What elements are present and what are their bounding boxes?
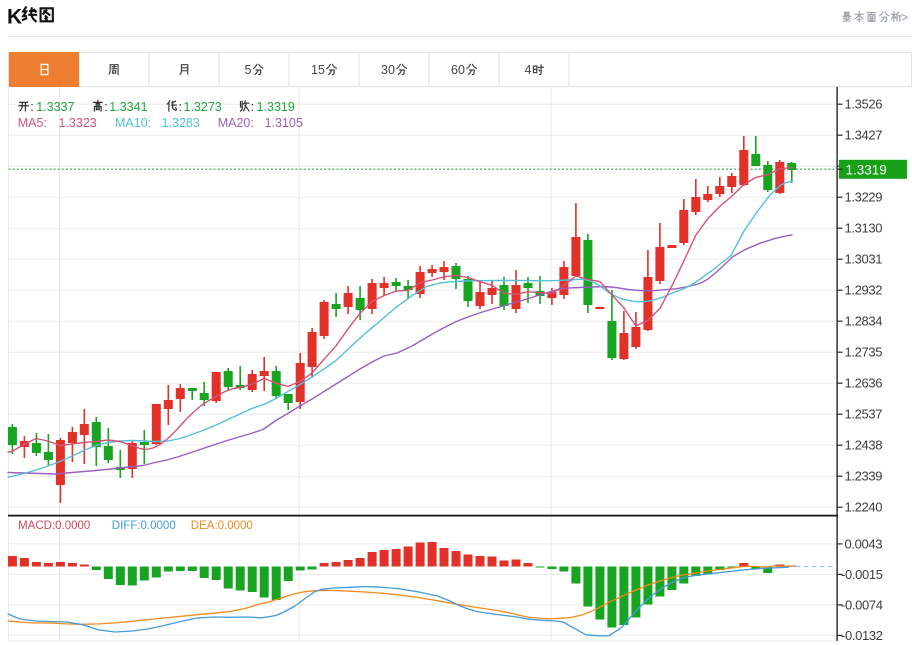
svg-text:1.3229: 1.3229 bbox=[845, 190, 883, 205]
svg-text:K: K bbox=[7, 6, 22, 29]
svg-text:1.3427: 1.3427 bbox=[845, 128, 883, 143]
svg-text:DIFF:0.0000: DIFF:0.0000 bbox=[112, 520, 176, 532]
svg-text:1.3130: 1.3130 bbox=[845, 221, 883, 236]
svg-text:1.2735: 1.2735 bbox=[845, 345, 883, 360]
svg-text:1.2438: 1.2438 bbox=[845, 438, 883, 453]
svg-text:1.3273: 1.3273 bbox=[184, 100, 222, 114]
svg-text:MA20:: MA20: bbox=[218, 116, 254, 130]
svg-text:>: > bbox=[901, 11, 908, 25]
svg-text:1.3337: 1.3337 bbox=[36, 100, 74, 114]
svg-text:MA10:: MA10: bbox=[115, 116, 151, 130]
svg-text:5: 5 bbox=[245, 63, 252, 77]
svg-text:MA5:: MA5: bbox=[18, 116, 47, 130]
svg-text:DEA:0.0000: DEA:0.0000 bbox=[191, 520, 253, 532]
svg-text:1.2240: 1.2240 bbox=[845, 500, 883, 515]
svg-text:-0.0132: -0.0132 bbox=[841, 628, 883, 643]
svg-text:30: 30 bbox=[381, 63, 395, 77]
svg-text:1.3323: 1.3323 bbox=[59, 116, 97, 130]
svg-text:1.3341: 1.3341 bbox=[109, 100, 147, 114]
svg-text:1.3283: 1.3283 bbox=[162, 116, 200, 130]
svg-text:1.2636: 1.2636 bbox=[845, 376, 883, 391]
svg-text:1.3319: 1.3319 bbox=[846, 162, 887, 177]
svg-text:1.2537: 1.2537 bbox=[845, 407, 883, 422]
svg-text::: : bbox=[251, 100, 254, 114]
svg-text:60: 60 bbox=[451, 63, 465, 77]
svg-text:15: 15 bbox=[311, 63, 325, 77]
svg-text:-0.0015: -0.0015 bbox=[841, 567, 883, 582]
svg-text:1.3105: 1.3105 bbox=[265, 116, 303, 130]
svg-text:1.3526: 1.3526 bbox=[845, 97, 883, 112]
svg-text::: : bbox=[179, 100, 182, 114]
svg-text:1.3319: 1.3319 bbox=[257, 100, 295, 114]
svg-text:1.2834: 1.2834 bbox=[845, 314, 883, 329]
svg-text:0.0043: 0.0043 bbox=[845, 536, 883, 551]
svg-text::: : bbox=[30, 100, 33, 114]
svg-text:1.2339: 1.2339 bbox=[845, 469, 883, 484]
svg-text:1.2932: 1.2932 bbox=[845, 283, 883, 298]
svg-text:-0.0074: -0.0074 bbox=[841, 597, 883, 612]
svg-text:4: 4 bbox=[525, 63, 532, 77]
svg-text::: : bbox=[104, 100, 107, 114]
svg-text:1.3031: 1.3031 bbox=[845, 252, 883, 267]
svg-text:MACD:0.0000: MACD:0.0000 bbox=[18, 520, 90, 532]
